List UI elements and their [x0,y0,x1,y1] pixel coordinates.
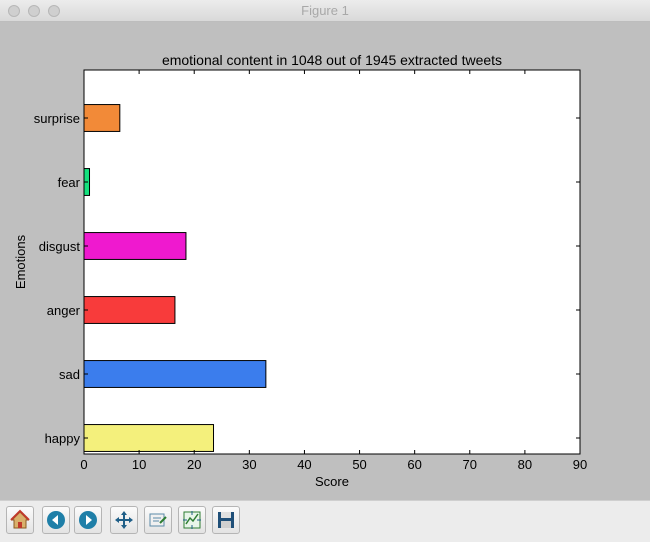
bar-anger [83,296,176,324]
back-arrow-icon[interactable] [42,506,70,534]
window-titlebar: Figure 1 [0,0,650,22]
zoom-window-button[interactable] [48,5,60,17]
minimize-window-button[interactable] [28,5,40,17]
y-axis-label: Emotions [13,234,28,289]
subplots-icon[interactable] [178,506,206,534]
x-tick-label: 30 [242,457,256,472]
forward-arrow-icon[interactable] [74,506,102,534]
bar-happy [83,424,215,452]
y-tick-label: fear [58,175,81,190]
x-tick-label: 90 [573,457,587,472]
y-tick-label: anger [47,303,81,318]
plot-area [83,69,581,455]
y-tick-label: surprise [34,111,80,126]
x-tick-label: 40 [297,457,311,472]
close-window-button[interactable] [8,5,20,17]
zoom-icon[interactable] [144,506,172,534]
pan-icon[interactable] [110,506,138,534]
bar-disgust [83,232,187,260]
x-axis-label: Score [315,474,349,489]
figure-canvas: emotional content in 1048 out of 1945 ex… [0,22,650,500]
home-icon[interactable] [6,506,34,534]
y-tick-label: disgust [39,239,81,254]
x-tick-label: 20 [187,457,201,472]
y-tick-label: sad [59,367,80,382]
x-tick-label: 10 [132,457,146,472]
y-tick-label: happy [45,431,81,446]
bar-surprise [83,104,121,132]
chart-title: emotional content in 1048 out of 1945 ex… [162,52,502,68]
window-title: Figure 1 [301,3,349,18]
navigation-toolbar [0,500,650,542]
bar-chart: emotional content in 1048 out of 1945 ex… [13,52,587,489]
bar-sad [83,360,267,388]
x-tick-label: 50 [352,457,366,472]
x-tick-label: 70 [463,457,477,472]
save-icon[interactable] [212,506,240,534]
x-tick-label: 0 [80,457,87,472]
x-tick-label: 80 [518,457,532,472]
x-tick-label: 60 [407,457,421,472]
